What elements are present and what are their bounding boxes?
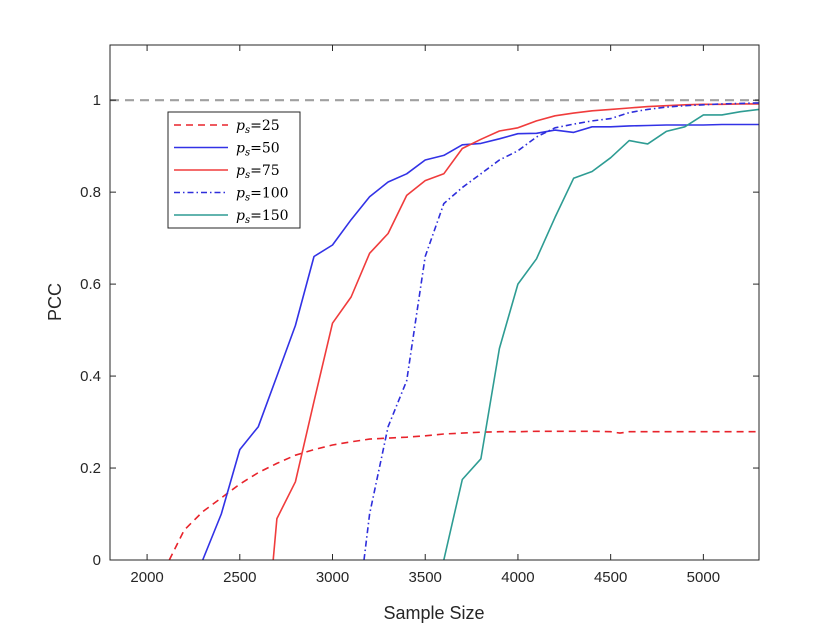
legend-label-3: ps=75	[236, 163, 280, 181]
series-line-4	[363, 102, 759, 560]
series-line-3	[272, 103, 759, 560]
x-tick-label: 2500	[223, 569, 256, 586]
legend-label-1: ps=25	[236, 118, 280, 136]
x-tick-label: 5000	[687, 569, 720, 586]
y-tick-label: 0.2	[80, 460, 101, 477]
x-tick-label: 3500	[409, 569, 442, 586]
legend-label-4: ps=100	[236, 186, 289, 204]
y-tick-label: 0.6	[80, 276, 101, 293]
x-axis-title: Sample Size	[383, 603, 484, 623]
y-axis-title: PCC	[45, 283, 65, 321]
x-axis: 2000 2500 3000 3500 4000 4500 5000	[130, 45, 720, 586]
y-tick-label: 0.4	[80, 368, 101, 385]
series-line-2	[201, 123, 759, 560]
x-tick-label: 4500	[594, 569, 627, 586]
y-tick-label: 0	[93, 552, 101, 569]
series-line-5	[443, 108, 759, 560]
series-layer	[168, 102, 759, 560]
plot-frame	[109, 44, 760, 561]
y-tick-label: 0.8	[80, 184, 101, 201]
y-tick-label: 1	[93, 92, 101, 109]
series-line-1	[168, 430, 759, 560]
legend-label-2: ps=50	[236, 141, 280, 159]
legend-label-5: ps=150	[236, 208, 289, 226]
x-tick-label: 2000	[130, 569, 163, 586]
x-tick-label: 4000	[501, 569, 534, 586]
x-tick-label: 3000	[316, 569, 349, 586]
legend: ps=25 ps=50 ps=75 ps=100 ps=150	[167, 111, 301, 229]
y-axis: 0 0.2 0.4 0.6 0.8 1	[80, 92, 759, 569]
